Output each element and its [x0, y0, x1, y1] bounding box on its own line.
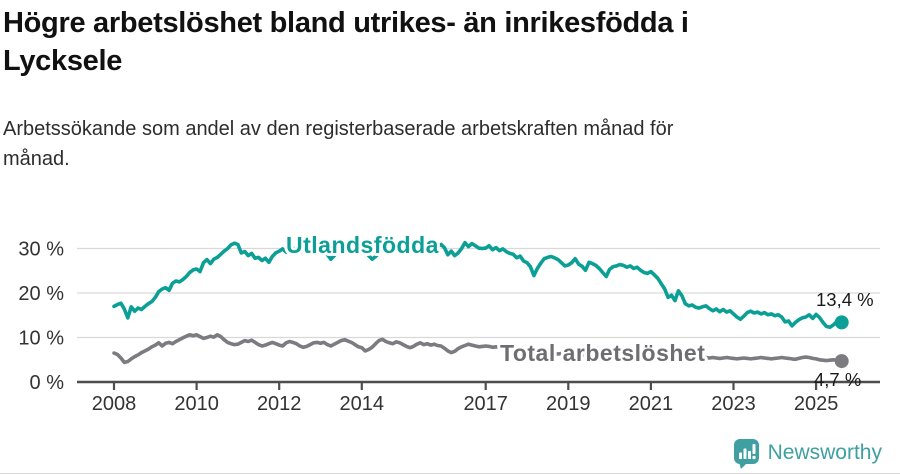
x-axis-tick-label: 2014 [340, 393, 385, 415]
y-axis-tick-label: 10 % [18, 328, 64, 350]
x-axis-tick-label: 2023 [711, 393, 756, 415]
series-end-dot [834, 315, 849, 330]
footer-branding: Newsworthy [733, 436, 882, 470]
x-axis-tick-label: 2012 [257, 393, 302, 415]
x-axis-tick-label: 2025 [794, 393, 839, 415]
series-end-value-label: 4,7 % [814, 369, 861, 390]
x-axis-tick-label: 2017 [463, 393, 508, 415]
newsworthy-logo-icon [733, 438, 759, 469]
chart-title: Högre arbetslöshet bland utrikes- än inr… [3, 4, 893, 80]
series-label-utlandsfodda: Utlandsfödda [286, 232, 439, 258]
x-axis-tick-label: 2008 [92, 393, 137, 415]
series-end-value-label: 13,4 % [816, 289, 874, 310]
y-axis-tick-label: 30 % [18, 239, 64, 261]
chart-title-line1: Högre arbetslöshet bland utrikes- än inr… [3, 7, 689, 39]
x-axis-tick-label: 2010 [174, 393, 219, 415]
chart-subtitle-line1: Arbetssökande som andel av den registerb… [3, 118, 674, 140]
brand-name: Newsworthy [767, 441, 882, 464]
chart-subtitle-line2: månad. [3, 148, 70, 170]
chart-subtitle: Arbetssökande som andel av den registerb… [3, 114, 763, 174]
chart-title-line2: Lycksele [3, 45, 123, 77]
y-axis-tick-label: 20 % [18, 283, 64, 305]
series-end-dot [834, 354, 849, 369]
series-line-utlandsfodda [112, 240, 843, 330]
series-label-total: Total arbetslöshet [500, 340, 705, 366]
y-axis-tick-label: 0 % [30, 372, 65, 394]
x-axis-tick-label: 2021 [629, 393, 674, 415]
x-axis-tick-label: 2019 [546, 393, 591, 415]
series-line-total [112, 332, 843, 365]
